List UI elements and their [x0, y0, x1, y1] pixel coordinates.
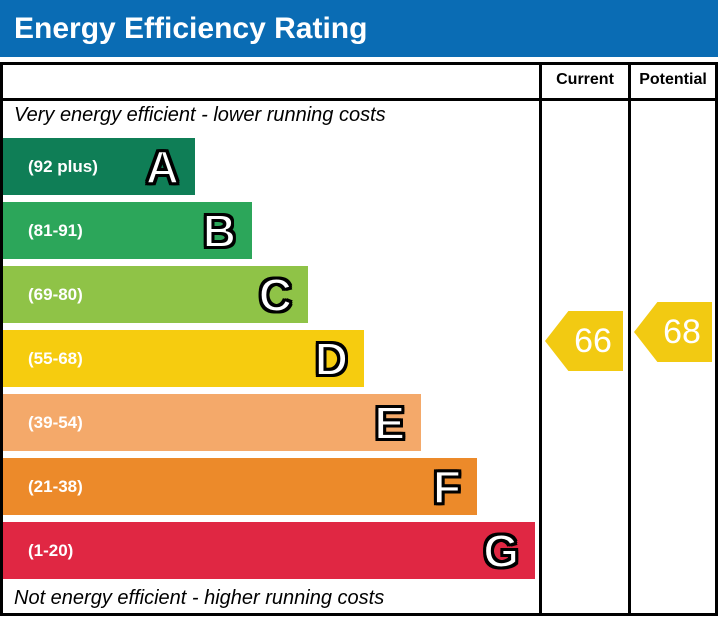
current-column-divider — [539, 62, 542, 616]
band-letter: G — [482, 524, 520, 577]
band-row-f: (21-38) F — [3, 458, 477, 515]
band-range-label: (55-68) — [28, 348, 83, 368]
potential-rating-value: 68 — [663, 312, 701, 351]
potential-column-divider — [628, 62, 631, 616]
band-range-label: (81-91) — [28, 220, 83, 240]
band-range-label: (92 plus) — [28, 156, 98, 176]
band-row-g: (1-20) G — [3, 522, 535, 579]
title-bar: Energy Efficiency Rating — [0, 0, 718, 57]
band-range-label: (1-20) — [28, 540, 74, 560]
band-letter: B — [202, 204, 237, 257]
band-letter: D — [314, 332, 349, 385]
band-letter: A — [145, 140, 180, 193]
band-row-c: (69-80) C — [3, 266, 308, 323]
band-range-label: (39-54) — [28, 412, 83, 432]
potential-column-header: Potential — [639, 71, 707, 88]
current-rating-value: 66 — [574, 321, 612, 360]
current-column-header: Current — [556, 71, 614, 88]
band-row-e: (39-54) E — [3, 394, 421, 451]
band-row-b: (81-91) B — [3, 202, 252, 259]
band-letter: F — [432, 460, 462, 513]
header-row-divider — [0, 98, 718, 101]
band-range-label: (69-80) — [28, 284, 83, 304]
chart-title: Energy Efficiency Rating — [14, 11, 368, 45]
bottom-note: Not energy efficient - higher running co… — [14, 587, 385, 609]
band-letter: C — [258, 268, 293, 321]
band-row-a: (92 plus) A — [3, 138, 195, 195]
top-note: Very energy efficient - lower running co… — [14, 104, 386, 126]
band-row-d: (55-68) D — [3, 330, 364, 387]
band-range-label: (21-38) — [28, 476, 83, 496]
band-letter: E — [373, 396, 406, 449]
